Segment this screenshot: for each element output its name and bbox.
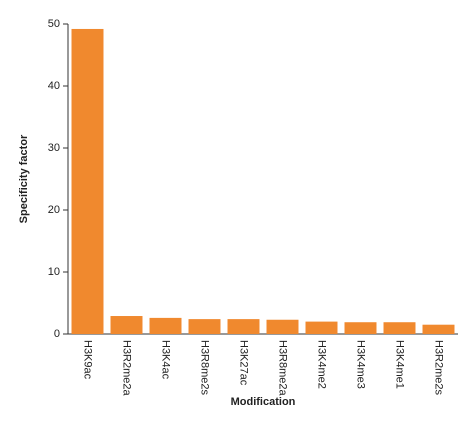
bar [110, 316, 143, 334]
x-tick-label: H3K4me2 [316, 340, 328, 389]
y-tick-label: 20 [48, 204, 60, 216]
x-tick-label: H3K4me3 [355, 340, 367, 389]
bar [227, 319, 260, 334]
y-tick-label: 30 [48, 142, 60, 154]
x-tick-label: H3K27ac [238, 340, 250, 386]
bar [149, 317, 182, 334]
y-tick-label: 40 [48, 80, 60, 92]
x-tick-label: H3R2me2a [121, 340, 133, 397]
x-axis-title: Modification [231, 396, 296, 408]
x-tick-label: H3R2me2s [433, 340, 445, 396]
y-axis-title: Specificity factor [18, 134, 30, 223]
x-tick-label: H3K4me1 [394, 340, 406, 389]
y-tick-label: 10 [48, 266, 60, 278]
bar [71, 28, 104, 335]
y-tick-label: 50 [48, 18, 60, 30]
x-tick-label: H3K4ac [160, 340, 172, 380]
y-tick-label: 0 [54, 328, 60, 340]
bar [305, 321, 338, 334]
bar [344, 322, 377, 334]
x-tick-label: H3K9ac [82, 340, 94, 380]
x-tick-label: H3R8me2a [277, 340, 289, 397]
bar [383, 322, 416, 334]
bar [188, 319, 221, 334]
x-tick-label: H3R8me2s [199, 340, 211, 396]
bar [422, 324, 455, 334]
bar [266, 319, 299, 334]
